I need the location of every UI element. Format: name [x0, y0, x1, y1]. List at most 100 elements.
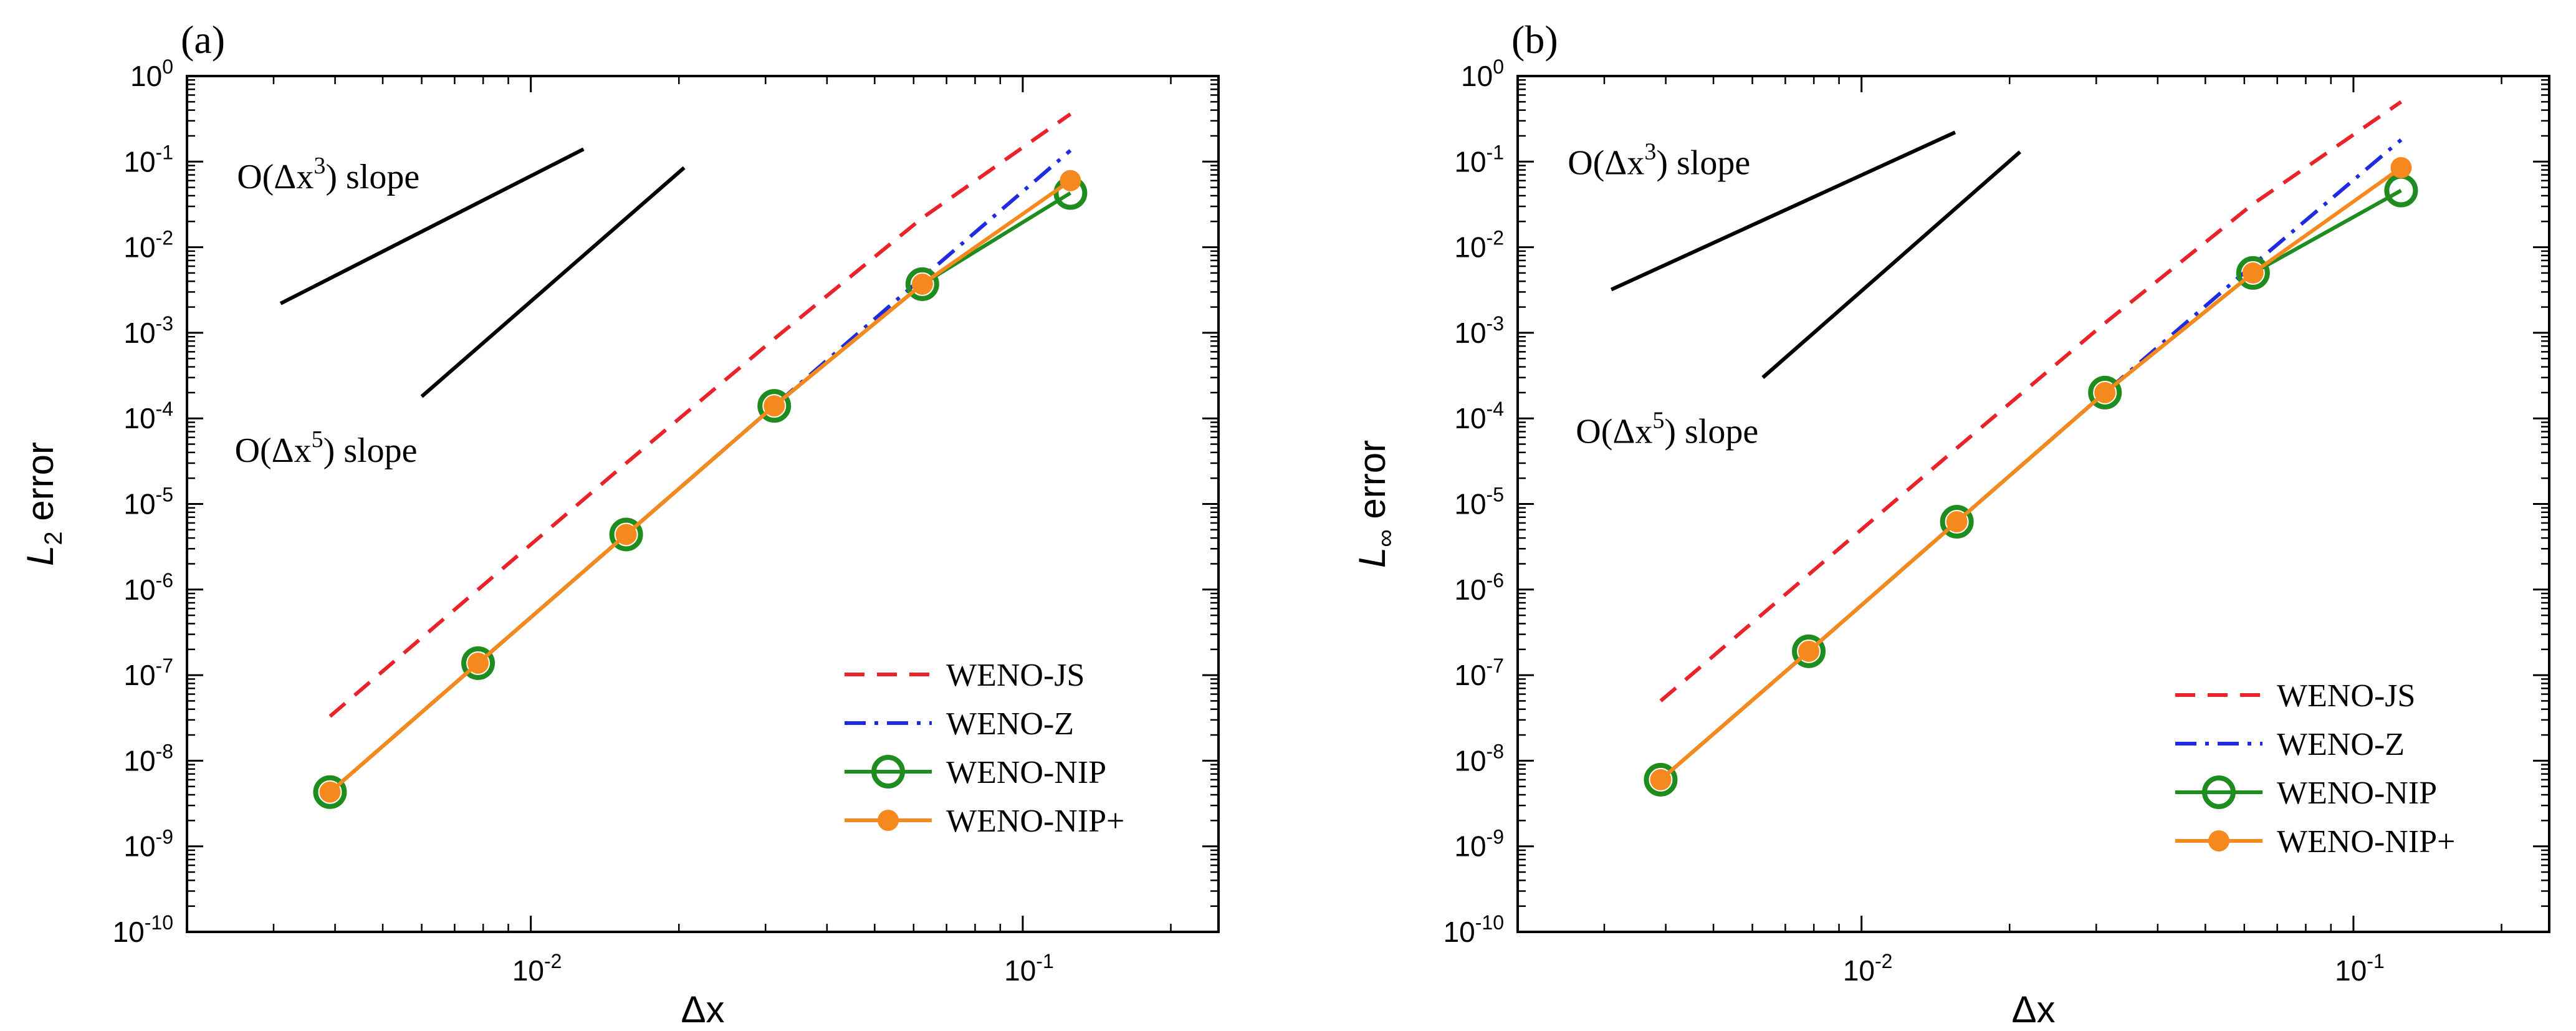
x-tick-label: 10-1 [1004, 950, 1054, 987]
slope-label: O(Δx3) slope [1568, 139, 1750, 183]
y-tick-label: 10-9 [123, 826, 173, 863]
data-point [319, 781, 341, 803]
legend-item: WENO-Z [2175, 727, 2405, 762]
legend-item: WENO-NIP [2175, 775, 2437, 811]
legend: WENO-JS WENO-Z WENO-NIP WENO-NIP+ [2175, 678, 2455, 860]
slope-line [1610, 130, 1956, 292]
y-tick-label: 10-6 [123, 569, 173, 606]
series-line [328, 149, 1072, 794]
x-tick-label: 10-2 [512, 950, 562, 987]
reference-slope-3: O(Δx3) slope [237, 147, 585, 305]
data-point [757, 389, 792, 423]
y-axis-title: L∞ error [1351, 440, 1399, 568]
x-axis-ticks [186, 76, 1172, 932]
y-tick-label: 10-3 [1454, 312, 1504, 349]
legend-label: WENO-NIP+ [946, 803, 1124, 839]
legend-item: WENO-JS [845, 658, 1085, 693]
series-weno-nip-plus [1650, 156, 2412, 790]
legend-item: WENO-NIP+ [2175, 824, 2455, 860]
data-point [2094, 381, 2116, 403]
legend-marker [871, 755, 905, 789]
legend-item: WENO-JS [2175, 678, 2415, 714]
y-axis-ticks [187, 75, 1219, 933]
panel-a: 100 10-1 10-2 10-3 10-4 10-5 10-6 10-7 10-8 10-9 1… [19, 17, 1220, 1030]
slope-label: O(Δx3) slope [237, 153, 419, 196]
y-axis-ticks [1518, 75, 2549, 933]
x-tick-label: 10-2 [1843, 950, 1893, 987]
data-point [2242, 262, 2264, 284]
legend-label: WENO-Z [2277, 727, 2405, 762]
y-tick-label: 10-8 [1454, 740, 1504, 777]
data-point [609, 517, 643, 552]
y-tick-label: 10-5 [1454, 484, 1504, 520]
series-line [1659, 138, 2403, 782]
legend-label: WENO-NIP [946, 755, 1106, 790]
y-tick-label: 10-9 [1454, 826, 1504, 863]
legend-item: WENO-NIP [845, 755, 1106, 790]
y-tick-label: 10-4 [123, 398, 173, 434]
legend-marker [2202, 775, 2236, 809]
data-point [1650, 769, 1672, 790]
legend-marker [2208, 830, 2229, 851]
data-point [461, 646, 496, 680]
data-point [615, 524, 637, 545]
data-point [764, 395, 785, 417]
data-point [905, 267, 939, 301]
data-point [2088, 375, 2122, 410]
slope-label: O(Δx5) slope [1576, 408, 1758, 451]
series-weno-z [328, 149, 1072, 794]
x-axis-title: Δx [2011, 989, 2055, 1030]
x-tick-label: 10-1 [2335, 950, 2385, 987]
reference-slope-3: O(Δx3) slope [1568, 130, 1956, 292]
panel-label: (a) [181, 17, 225, 62]
data-point [1798, 640, 1820, 662]
slope-line [1761, 150, 2021, 379]
y-tick-label: 10-1 [1454, 141, 1504, 178]
x-axis-ticks [1516, 76, 2502, 932]
legend: WENO-JS WENO-Z WENO-NIP WENO-NIP+ [845, 658, 1124, 839]
legend-item: WENO-Z [845, 706, 1074, 742]
data-point [1946, 511, 1968, 533]
panel-b: 100 10-1 10-2 10-3 10-4 10-5 10-6 10-7 10-8 10-9 1… [1351, 17, 2550, 1030]
series-weno-z [1659, 138, 2403, 782]
series-weno-js [328, 112, 1072, 718]
series-line [328, 112, 1072, 718]
y-tick-label: 10-10 [113, 911, 173, 948]
data-point [1060, 170, 1081, 191]
slope-line [420, 166, 686, 398]
series-weno-js [1659, 100, 2403, 703]
data-point [1644, 762, 1678, 797]
y-tick-label: 10-4 [1454, 398, 1504, 434]
y-tick-label: 10-7 [1454, 655, 1504, 691]
y-axis-title: L2 error [19, 442, 67, 566]
data-point [1940, 505, 1974, 539]
y-tick-label: 10-10 [1444, 911, 1504, 948]
data-point [2390, 156, 2412, 178]
series-weno-nip-plus [319, 170, 1081, 803]
series-line [328, 179, 1072, 794]
reference-slope-5: O(Δx5) slope [235, 166, 686, 470]
y-tick-label: 100 [1461, 55, 1504, 92]
x-axis-title: Δx [681, 989, 724, 1030]
y-tick-label: 10-1 [123, 141, 173, 178]
legend-item: WENO-NIP+ [845, 803, 1124, 839]
series-line [1659, 166, 2403, 782]
legend-label: WENO-JS [2277, 678, 2415, 714]
y-tick-label: 10-2 [1454, 227, 1504, 264]
series-line [328, 191, 1071, 794]
data-point [911, 273, 933, 295]
legend-label: WENO-Z [946, 706, 1074, 742]
legend-label: WENO-NIP [2277, 775, 2437, 811]
reference-slope-5: O(Δx5) slope [1576, 150, 2021, 451]
y-tick-label: 10-7 [123, 655, 173, 691]
panel-label: (b) [1511, 17, 1558, 62]
y-tick-label: 10-2 [123, 227, 173, 264]
y-tick-label: 10-5 [123, 484, 173, 520]
data-point [313, 775, 347, 809]
y-tick-label: 10-6 [1454, 569, 1504, 606]
y-tick-label: 100 [130, 55, 173, 92]
data-point [2236, 256, 2270, 290]
slope-label: O(Δx5) slope [235, 426, 418, 470]
